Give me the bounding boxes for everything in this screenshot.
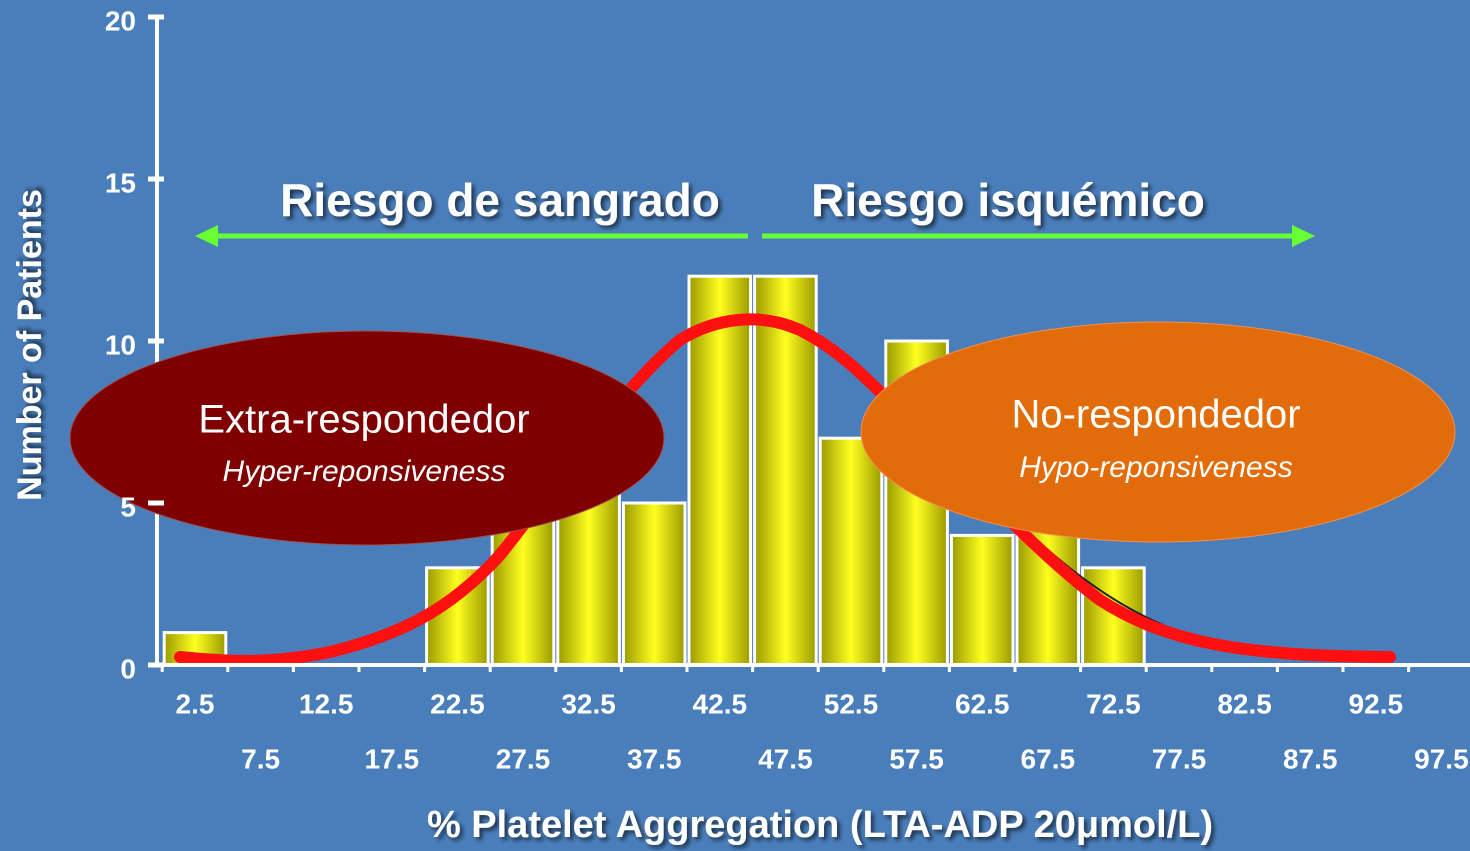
bar [621,501,687,667]
y-tick-label: 0 [120,653,136,684]
x-tick-label: 97.5 [1414,743,1469,774]
bar [818,436,884,667]
y-tick-label: 15 [105,167,136,198]
x-tick-label: 77.5 [1152,743,1207,774]
x-tick-label: 22.5 [430,688,485,719]
x-tick-label: 27.5 [496,743,551,774]
ellipse-subtitle: Hypo-reponsiveness [1019,451,1292,484]
y-axis-label: Number of Patients [11,189,49,501]
x-tick-label: 32.5 [561,688,616,719]
x-tick-label: 12.5 [299,688,354,719]
x-tick-label: 67.5 [1021,743,1076,774]
annotation: Riesgo de sangrado [280,174,720,226]
ellipse-title: Extra-respondedor [198,398,529,442]
annotation: Riesgo isquémico [811,174,1205,226]
x-tick-label: 37.5 [627,743,682,774]
x-tick-label: 72.5 [1086,688,1141,719]
ellipse-subtitle: Hyper-reponsiveness [223,455,506,488]
x-tick-label: 2.5 [176,688,215,719]
x-tick-label: 62.5 [955,688,1010,719]
x-tick-label: 52.5 [824,688,879,719]
x-tick-label: 82.5 [1217,688,1272,719]
x-tick-label: 87.5 [1283,743,1338,774]
normal-curve [174,313,1396,667]
arrow-head [195,225,218,247]
y-tick-label: 5 [120,491,136,522]
ellipse [69,330,665,546]
x-tick-label: 17.5 [365,743,420,774]
x-tick-label: 57.5 [889,743,944,774]
x-tick-label: 47.5 [758,743,813,774]
x-tick-label: 7.5 [241,743,280,774]
ellipse-title: No-respondedor [1011,393,1300,437]
y-tick-label: 20 [105,5,136,36]
x-tick-label: 42.5 [693,688,748,719]
arrow-head [1292,225,1315,247]
bar [949,533,1015,667]
ellipse [860,321,1456,543]
x-axis-label: % Platelet Aggregation (LTA-ADP 20μmol/L… [427,804,1213,846]
x-tick-label: 92.5 [1349,688,1404,719]
y-tick-label: 10 [105,329,136,360]
